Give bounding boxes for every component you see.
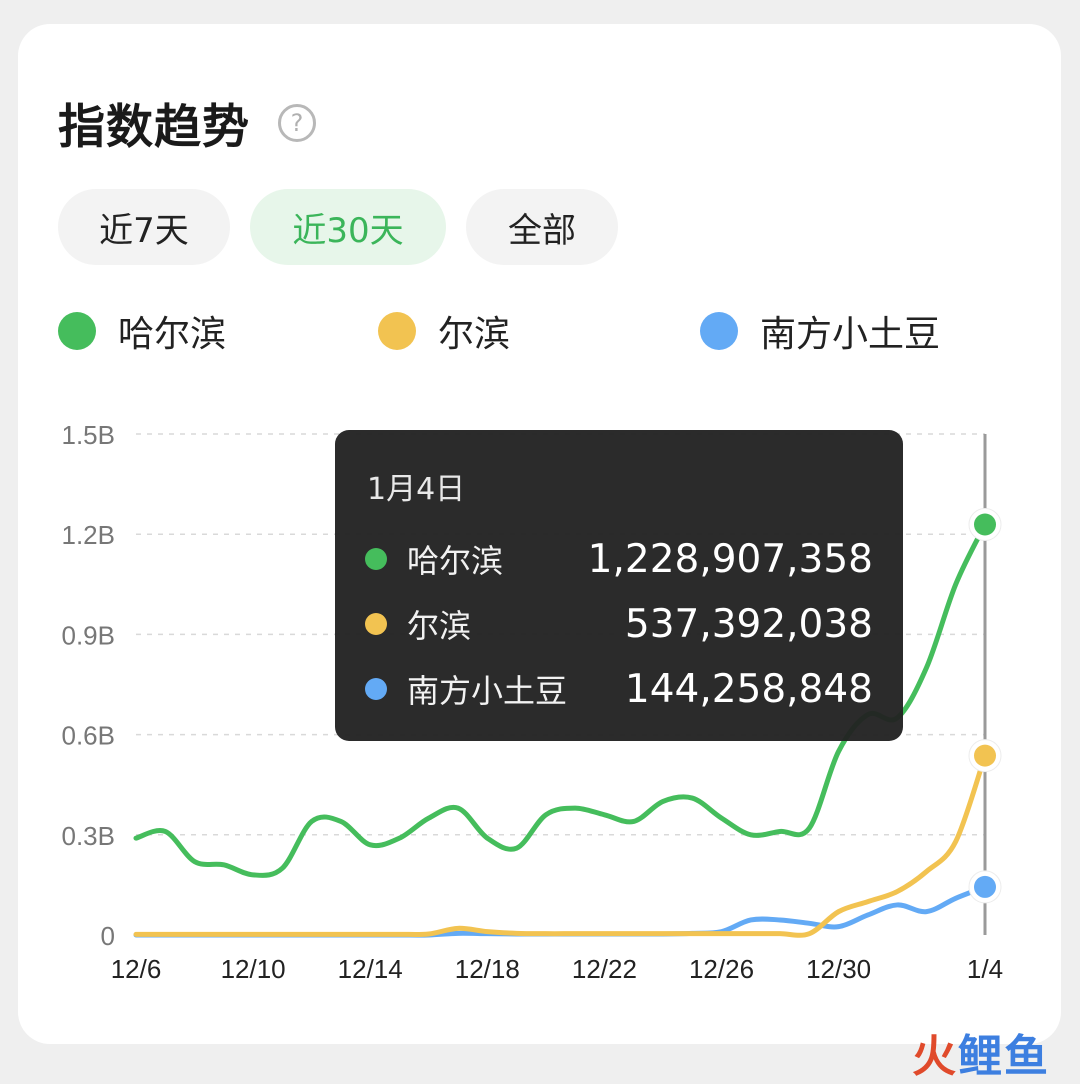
legend-item-harbin[interactable]: 哈尔滨	[58, 306, 226, 356]
legend-dot-blue	[700, 312, 738, 350]
legend-dot-yellow	[378, 312, 416, 350]
watermark-logo: 火鲤鱼	[912, 1020, 1050, 1084]
legend-item-erbin[interactable]: 尔滨	[378, 306, 510, 356]
x-tick-label: 12/18	[455, 954, 520, 984]
card-header: 指数趋势 ?	[58, 88, 316, 157]
page-title: 指数趋势	[58, 100, 250, 155]
x-tick-label: 12/22	[572, 954, 637, 984]
question-circle-icon[interactable]: ?	[278, 103, 316, 142]
y-tick-label: 1.2B	[62, 520, 116, 550]
x-tick-label: 12/6	[111, 954, 162, 984]
tab-all[interactable]: 全部	[466, 189, 618, 265]
y-tick-label: 0.6B	[62, 721, 116, 751]
legend-label: 南方小土豆	[760, 314, 941, 355]
tooltip-row-southern-potato: 南方小土豆 144,258,848	[365, 664, 873, 714]
tab-7-days[interactable]: 近7天	[58, 189, 230, 265]
tooltip-series-name: 南方小土豆	[407, 672, 568, 710]
tab-30-days[interactable]: 近30天	[250, 189, 446, 265]
tooltip-series-name: 尔滨	[407, 607, 472, 645]
data-tooltip: 1月4日 哈尔滨 1,228,907,358 尔滨 537,392,038 南方…	[335, 430, 903, 741]
x-tick-label: 12/30	[806, 954, 871, 984]
tooltip-dot	[365, 678, 387, 700]
legend-label: 哈尔滨	[118, 314, 227, 355]
time-range-tabs: 近7天 近30天 全部	[58, 189, 638, 265]
tooltip-series-value: 537,392,038	[624, 601, 873, 647]
tooltip-series-value: 144,258,848	[624, 666, 873, 712]
series-line-2	[133, 884, 988, 938]
x-tick-label: 12/10	[221, 954, 286, 984]
series-line-1	[133, 753, 988, 938]
x-tick-label: 12/26	[689, 954, 754, 984]
highlight-point	[974, 875, 996, 898]
tooltip-row-erbin: 尔滨 537,392,038	[365, 599, 873, 649]
highlight-point	[974, 744, 996, 767]
x-tick-label: 12/14	[338, 954, 403, 984]
watermark-fire-char: 火	[912, 1031, 958, 1082]
tooltip-series-name: 哈尔滨	[407, 542, 504, 580]
chart-legend: 哈尔滨 尔滨 南方小土豆	[0, 306, 1080, 356]
legend-label: 尔滨	[438, 314, 511, 355]
y-tick-label: 0.9B	[62, 620, 116, 650]
y-tick-label: 0	[101, 921, 115, 951]
legend-item-southern-potato[interactable]: 南方小土豆	[700, 306, 940, 356]
tooltip-dot	[365, 548, 387, 570]
tooltip-dot	[365, 613, 387, 635]
tooltip-series-value: 1,228,907,358	[587, 536, 873, 582]
tooltip-date: 1月4日	[367, 472, 466, 507]
y-tick-label: 0.3B	[62, 821, 116, 851]
legend-dot-green	[58, 312, 96, 350]
watermark-text: 鲤鱼	[958, 1031, 1050, 1082]
x-tick-label: 1/4	[967, 954, 1003, 984]
tooltip-row-harbin: 哈尔滨 1,228,907,358	[365, 534, 873, 584]
highlight-point	[974, 513, 996, 536]
y-tick-label: 1.5B	[62, 420, 116, 450]
